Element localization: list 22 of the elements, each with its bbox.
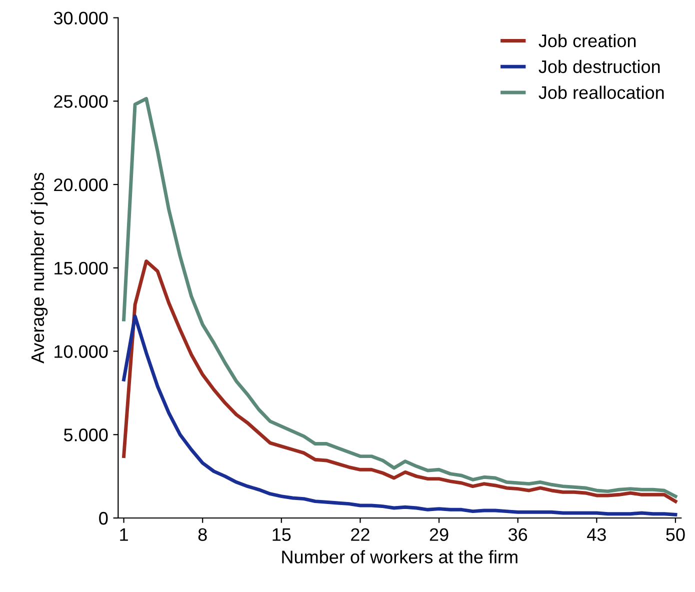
y-tick-label: 30.000 (54, 12, 108, 24)
x-tick-label: 29 (430, 528, 448, 541)
line-series (122, 259, 678, 504)
x-tick-label: 22 (351, 528, 370, 541)
legend-label: Job destruction (538, 60, 660, 74)
x-tick-label: 8 (198, 528, 207, 541)
x-tick-label: 36 (508, 528, 528, 541)
y-axis-title: Average number of jobs (30, 172, 48, 364)
legend-label: Job creation (538, 34, 636, 48)
y-tick-label: 15.000 (54, 262, 108, 275)
x-tick-label: 15 (272, 528, 291, 541)
y-tick-label: 10.000 (54, 345, 108, 358)
x-tick-label: 43 (587, 528, 606, 541)
line-series (122, 314, 678, 516)
legend-label: Job reallocation (538, 86, 664, 99)
x-tick-label: 1 (120, 528, 128, 541)
y-tick-label: 0 (99, 512, 108, 525)
x-tick-label: 50 (666, 528, 685, 541)
y-tick-label: 20.000 (54, 178, 108, 192)
x-axis-title: Number of workers at the firm (282, 550, 518, 564)
y-tick-label: 5.000 (64, 428, 108, 442)
y-tick-label: 25.000 (54, 95, 108, 108)
